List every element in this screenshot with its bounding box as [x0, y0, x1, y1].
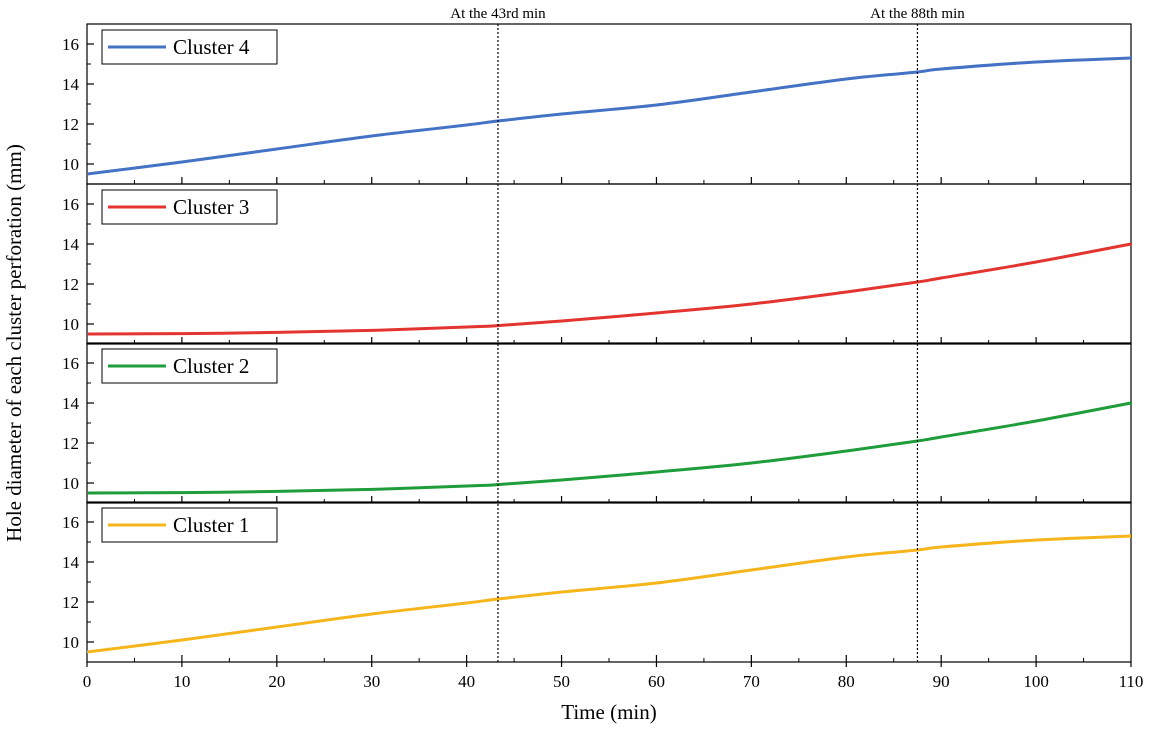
panel-cluster-1: 10 12 14 16 Cluster 1	[62, 501, 1132, 663]
y-tick-label: 16	[62, 354, 79, 373]
series-line-cluster-1	[86, 534, 1132, 654]
legend-label: Cluster 3	[173, 195, 249, 219]
x-tick-label: 20	[268, 672, 285, 691]
y-tick-label: 10	[62, 474, 79, 493]
x-tick-label: 50	[553, 672, 570, 691]
series-line-cluster-2	[86, 401, 1132, 495]
y-tick-label: 14	[62, 394, 80, 413]
y-tick-label: 16	[62, 35, 79, 54]
x-tick-label: 10	[173, 672, 190, 691]
x-tick-label: 40	[458, 672, 475, 691]
series-line-cluster-4	[86, 56, 1132, 176]
x-tick-label: 100	[1023, 672, 1049, 691]
y-tick-label: 10	[62, 633, 79, 652]
y-tick-label: 14	[62, 235, 80, 254]
annotation-label: At the 43rd min	[450, 6, 546, 22]
y-tick-label: 14	[62, 553, 80, 572]
y-tick-label: 10	[62, 155, 79, 174]
legend-label: Cluster 2	[173, 354, 249, 378]
x-tick-label: 30	[363, 672, 380, 691]
panel-cluster-4: 10 12 14 16 Cluster 4	[62, 23, 1132, 185]
x-axis-title: Time (min)	[561, 700, 656, 724]
panel-cluster-3: 10 12 14 16 Cluster 3	[62, 183, 1132, 345]
panel-cluster-2: 10 12 14 16 Cluster 2	[62, 342, 1132, 504]
x-tick-label: 0	[83, 672, 92, 691]
y-tick-label: 16	[62, 513, 79, 532]
series-line-cluster-3	[86, 242, 1132, 336]
legend-label: Cluster 1	[173, 513, 249, 537]
y-axis-title: Hole diameter of each cluster perforatio…	[2, 144, 26, 542]
y-tick-label: 14	[62, 75, 80, 94]
x-tick-label: 110	[1119, 672, 1144, 691]
y-tick-label: 10	[62, 315, 79, 334]
y-tick-label: 12	[62, 593, 79, 612]
x-tick-label: 90	[933, 672, 950, 691]
x-tick-label: 60	[648, 672, 665, 691]
y-tick-label: 16	[62, 195, 79, 214]
y-tick-label: 12	[62, 434, 79, 453]
annotation-label: At the 88th min	[870, 6, 965, 22]
y-tick-label: 12	[62, 275, 79, 294]
x-tick-label: 70	[743, 672, 760, 691]
y-tick-label: 12	[62, 115, 79, 134]
x-tick-label: 80	[838, 672, 855, 691]
legend-label: Cluster 4	[173, 35, 250, 59]
